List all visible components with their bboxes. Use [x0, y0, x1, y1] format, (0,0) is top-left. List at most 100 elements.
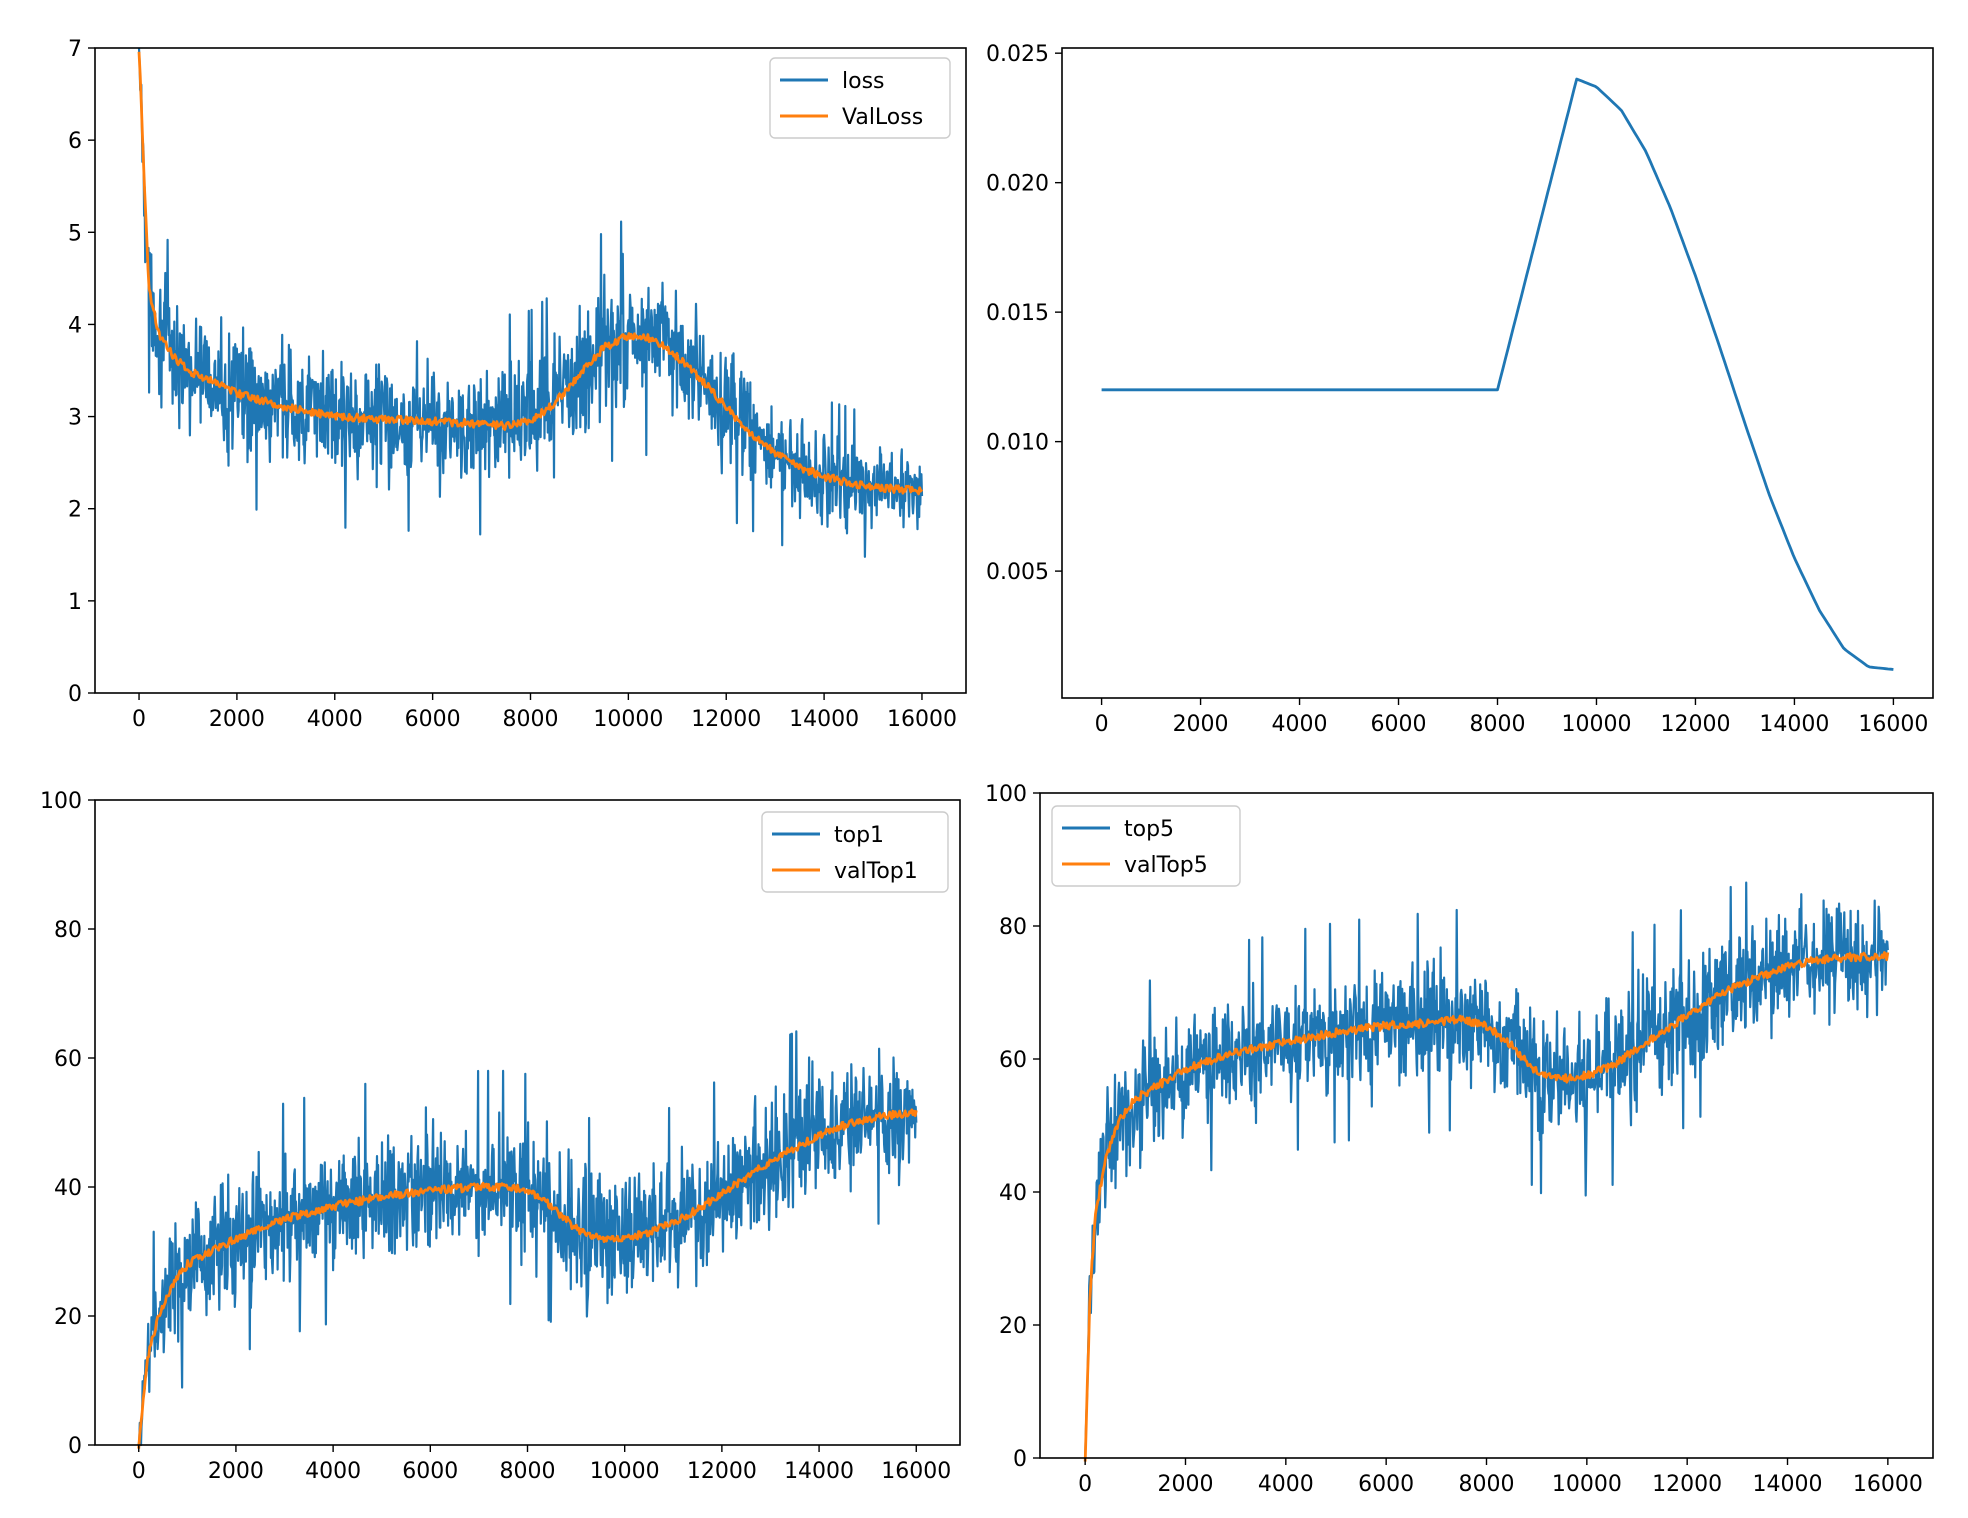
legend-label-loss: loss [842, 69, 885, 94]
x-tick-label: 14000 [784, 1459, 854, 1484]
x-tick-label: 16000 [881, 1459, 951, 1484]
legend-box [769, 57, 951, 139]
x-tick-label: 12000 [687, 1459, 757, 1484]
y-tick-label: 0 [1013, 1447, 1027, 1472]
series-valtop5 [1083, 951, 1890, 1462]
y-tick-label: 60 [54, 1047, 82, 1072]
x-tick-label: 14000 [1759, 712, 1829, 737]
x-tick-label: 12000 [691, 707, 761, 732]
x-tick-label: 4000 [307, 707, 363, 732]
x-tick-label: 16000 [1853, 1472, 1923, 1497]
y-tick-label: 20 [54, 1305, 82, 1330]
y-tick-label: 0.015 [986, 301, 1049, 326]
y-tick-label: 5 [68, 221, 82, 246]
x-tick-label: 6000 [402, 1459, 458, 1484]
y-tick-label: 1 [68, 590, 82, 615]
x-axis: 0 2000 4000 6000 8000 10000 12000 14000 16000 [132, 693, 957, 732]
legend-label-top5: top5 [1124, 817, 1174, 842]
x-axis: 0 2000 4000 6000 8000 10000 12000 14000 16000 [132, 1445, 951, 1484]
x-tick-label: 2000 [1157, 1472, 1213, 1497]
x-axis: 0 2000 4000 6000 8000 10000 12000 14000 16000 [1095, 698, 1928, 737]
y-tick-label: 60 [999, 1048, 1027, 1073]
legend-label-top1: top1 [834, 823, 884, 848]
y-axis: 0 20 40 60 80 100 [985, 782, 1040, 1472]
chart-panel-1: 0 2000 4000 6000 8000 10000 12000 14000 16000 0 1 2… [68, 37, 967, 732]
y-tick-label: 0.010 [986, 431, 1049, 456]
x-tick-label: 10000 [590, 1459, 660, 1484]
legend: loss ValLoss [769, 57, 951, 139]
series-line [137, 51, 924, 496]
series-top1 [137, 1030, 918, 1447]
legend: top1 valTop1 [761, 811, 949, 893]
y-tick-label: 3 [68, 406, 82, 431]
chart-panel-3: 0 2000 4000 6000 8000 10000 12000 14000 16000 0 20… [40, 789, 961, 1484]
x-tick-label: 6000 [1358, 1472, 1414, 1497]
series-line [137, 47, 924, 558]
x-tick-label: 8000 [500, 1459, 556, 1484]
series-line [1084, 881, 1889, 1458]
x-tick-label: 4000 [1272, 712, 1328, 737]
series-valloss [137, 51, 924, 496]
legend-label-valtop1: valTop1 [834, 859, 918, 884]
y-tick-label: 0.025 [986, 42, 1049, 67]
y-tick-label: 0 [68, 682, 82, 707]
x-tick-label: 4000 [1258, 1472, 1314, 1497]
y-tick-label: 20 [999, 1314, 1027, 1339]
x-tick-label: 14000 [789, 707, 859, 732]
y-axis: 0.005 0.010 0.015 0.020 0.025 [986, 42, 1062, 585]
x-tick-label: 10000 [1561, 712, 1631, 737]
y-tick-label: 0.005 [986, 560, 1049, 585]
y-axis: 0 20 40 60 80 100 [40, 789, 95, 1459]
y-tick-label: 7 [68, 37, 82, 62]
y-tick-label: 40 [999, 1181, 1027, 1206]
series-line [137, 1108, 918, 1449]
chart-panel-2: 0 2000 4000 6000 8000 10000 12000 14000 16000 0.0… [986, 42, 1934, 737]
x-tick-label: 0 [132, 707, 146, 732]
x-axis: 0 2000 4000 6000 8000 10000 12000 14000 16000 [1078, 1458, 1923, 1497]
x-tick-label: 8000 [1459, 1472, 1515, 1497]
y-tick-label: 100 [40, 789, 82, 814]
y-tick-label: 100 [985, 782, 1027, 807]
x-tick-label: 0 [132, 1459, 146, 1484]
x-tick-label: 4000 [305, 1459, 361, 1484]
legend-box [761, 811, 949, 893]
x-tick-label: 0 [1095, 712, 1109, 737]
y-tick-label: 4 [68, 313, 82, 338]
x-tick-label: 2000 [1173, 712, 1229, 737]
series-line [137, 1030, 918, 1447]
series-line [1101, 77, 1894, 671]
legend: top5 valTop5 [1051, 805, 1241, 887]
y-tick-label: 2 [68, 498, 82, 523]
x-tick-label: 6000 [405, 707, 461, 732]
x-tick-label: 16000 [887, 707, 957, 732]
x-tick-label: 10000 [593, 707, 663, 732]
series-loss [137, 47, 924, 558]
y-tick-label: 0.020 [986, 172, 1049, 197]
y-tick-label: 40 [54, 1176, 82, 1201]
x-tick-label: 14000 [1753, 1472, 1823, 1497]
y-tick-label: 80 [999, 915, 1027, 940]
x-tick-label: 2000 [208, 1459, 264, 1484]
y-tick-label: 0 [68, 1434, 82, 1459]
series-line [1101, 77, 1894, 671]
legend-label-valloss: ValLoss [842, 105, 923, 130]
x-tick-label: 8000 [1470, 712, 1526, 737]
legend-box [1051, 805, 1241, 887]
x-tick-label: 10000 [1552, 1472, 1622, 1497]
x-tick-label: 0 [1078, 1472, 1092, 1497]
y-tick-label: 6 [68, 129, 82, 154]
series-top5 [1084, 881, 1889, 1458]
series-valtop1 [137, 1108, 918, 1449]
y-tick-label: 80 [54, 918, 82, 943]
x-tick-label: 8000 [503, 707, 559, 732]
x-tick-label: 2000 [209, 707, 265, 732]
legend-label-valtop5: valTop5 [1124, 853, 1208, 878]
x-tick-label: 6000 [1371, 712, 1427, 737]
series-line [1083, 951, 1890, 1462]
x-tick-label: 12000 [1660, 712, 1730, 737]
x-tick-label: 12000 [1652, 1472, 1722, 1497]
chart-panel-4: 0 2000 4000 6000 8000 10000 12000 14000 16000 0 20… [985, 782, 1934, 1497]
x-tick-label: 16000 [1858, 712, 1928, 737]
y-axis: 0 1 2 3 4 5 6 7 [68, 37, 95, 707]
